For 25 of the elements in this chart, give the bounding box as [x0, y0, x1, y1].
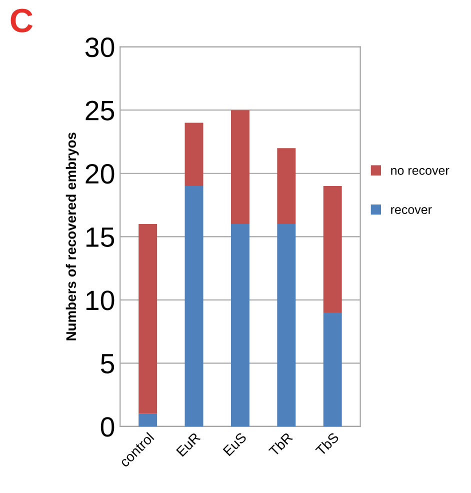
y-tick-label: 20: [86, 164, 114, 184]
bar: [323, 186, 342, 313]
x-tick-label: EuR: [176, 432, 201, 457]
bar: [184, 186, 204, 426]
legend-label: no recover: [391, 168, 450, 175]
x-tick-label: TbS: [314, 432, 340, 456]
bar: [323, 312, 342, 426]
y-tick-label: 0: [100, 417, 114, 437]
x-tick-label: TbR: [268, 432, 294, 457]
bar: [138, 224, 158, 414]
y-tick-label: 15: [86, 228, 114, 247]
bar: [184, 122, 204, 186]
bar: [138, 414, 158, 426]
chart-title: C: [10, 8, 33, 32]
y-tick-label: 5: [100, 354, 114, 374]
y-tick-label: 10: [86, 290, 114, 310]
bar: [277, 148, 296, 224]
x-tick-label: EuS: [222, 432, 247, 456]
bar: [230, 110, 250, 224]
bar: [277, 224, 296, 426]
bar: [230, 224, 250, 426]
y-tick-label: 30: [85, 38, 114, 58]
y-tick-label: 25: [86, 100, 114, 120]
legend-label: recover: [391, 207, 432, 214]
y-axis-title: Numbers of recovered embryos: [66, 132, 79, 340]
